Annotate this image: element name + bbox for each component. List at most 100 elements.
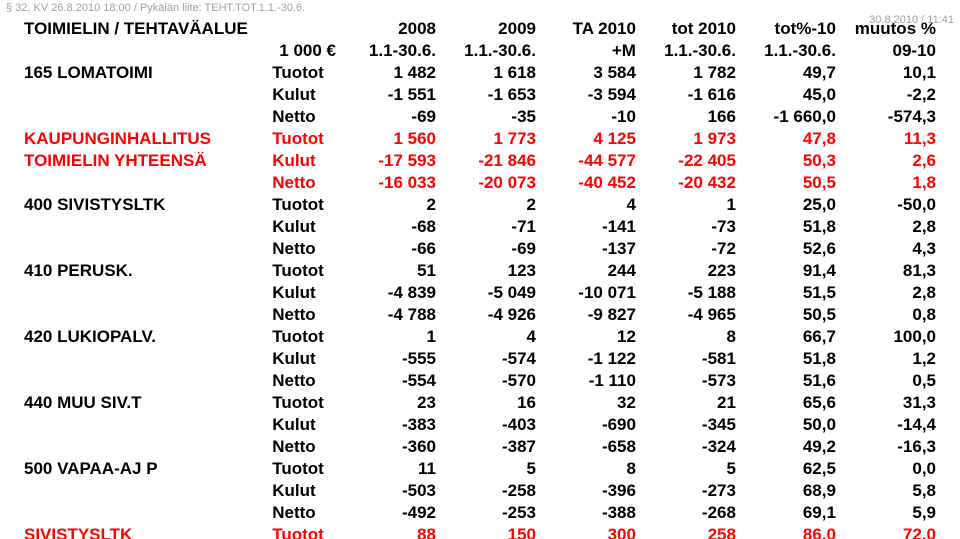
- hdr-title: TOIMIELIN / TEHTAVÄALUE: [18, 18, 266, 40]
- row-value: -69: [442, 238, 542, 260]
- table-row: TOIMIELIN YHTEENSÄKulut-17 593-21 846-44…: [18, 150, 942, 172]
- row-value: 1,2: [842, 348, 942, 370]
- row-value: 4 125: [542, 128, 642, 150]
- row-value: -68: [342, 216, 442, 238]
- row-value: -40 452: [542, 172, 642, 194]
- row-value: -396: [542, 480, 642, 502]
- table-row: Netto-69-35-10166-1 660,0-574,3: [18, 106, 942, 128]
- row-value: -21 846: [442, 150, 542, 172]
- row-value: 0,5: [842, 370, 942, 392]
- row-type: Kulut: [266, 480, 342, 502]
- hdr2-c3: 1.1.-30.6.: [442, 40, 542, 62]
- row-value: -17 593: [342, 150, 442, 172]
- row-value: 91,4: [742, 260, 842, 282]
- row-value: -573: [642, 370, 742, 392]
- row-value: -16 033: [342, 172, 442, 194]
- row-value: 51: [342, 260, 442, 282]
- row-value: 47,8: [742, 128, 842, 150]
- row-value: -1 616: [642, 84, 742, 106]
- row-label: [18, 414, 266, 436]
- row-value: 0,0: [842, 458, 942, 480]
- row-value: -387: [442, 436, 542, 458]
- row-value: -14,4: [842, 414, 942, 436]
- row-label: 165 LOMATOIMI: [18, 62, 266, 84]
- row-value: 1,8: [842, 172, 942, 194]
- row-value: 11: [342, 458, 442, 480]
- hdr-tot2010: tot 2010: [642, 18, 742, 40]
- row-type: Tuotot: [266, 62, 342, 84]
- row-label: [18, 216, 266, 238]
- row-value: -22 405: [642, 150, 742, 172]
- row-value: -3 594: [542, 84, 642, 106]
- row-value: -2,2: [842, 84, 942, 106]
- row-value: 45,0: [742, 84, 842, 106]
- row-type: Kulut: [266, 348, 342, 370]
- row-value: 68,9: [742, 480, 842, 502]
- table-row: Kulut-4 839-5 049-10 071-5 18851,52,8: [18, 282, 942, 304]
- table-row: Netto-16 033-20 073-40 452-20 43250,51,8: [18, 172, 942, 194]
- hdr-blank: [266, 18, 342, 40]
- row-value: 51,8: [742, 348, 842, 370]
- watermark-top-right: 30.8.2010 / 11:41: [869, 14, 954, 26]
- hdr2-c1: 1 000 €: [266, 40, 342, 62]
- row-value: -1 653: [442, 84, 542, 106]
- row-value: -324: [642, 436, 742, 458]
- row-value: 1 560: [342, 128, 442, 150]
- row-value: 32: [542, 392, 642, 414]
- row-value: -35: [442, 106, 542, 128]
- row-label: SIVISTYSLTK: [18, 524, 266, 539]
- table-body: 165 LOMATOIMITuotot1 4821 6183 5841 7824…: [18, 62, 942, 539]
- row-value: 81,3: [842, 260, 942, 282]
- row-value: -253: [442, 502, 542, 524]
- row-type: Kulut: [266, 216, 342, 238]
- row-value: 1: [342, 326, 442, 348]
- row-value: 0,8: [842, 304, 942, 326]
- row-value: 51,6: [742, 370, 842, 392]
- row-value: -137: [542, 238, 642, 260]
- row-type: Tuotot: [266, 128, 342, 150]
- row-value: 2,8: [842, 282, 942, 304]
- row-value: 2: [442, 194, 542, 216]
- row-value: -71: [442, 216, 542, 238]
- row-value: -4 926: [442, 304, 542, 326]
- row-value: 2,8: [842, 216, 942, 238]
- row-value: 66,7: [742, 326, 842, 348]
- row-value: 2,6: [842, 150, 942, 172]
- row-value: 2: [342, 194, 442, 216]
- row-value: -574,3: [842, 106, 942, 128]
- row-value: -72: [642, 238, 742, 260]
- row-value: -141: [542, 216, 642, 238]
- row-value: -554: [342, 370, 442, 392]
- row-value: 166: [642, 106, 742, 128]
- row-value: -44 577: [542, 150, 642, 172]
- hdr2-c4: +M: [542, 40, 642, 62]
- row-value: -4 965: [642, 304, 742, 326]
- row-value: 223: [642, 260, 742, 282]
- row-value: 1: [642, 194, 742, 216]
- row-value: 50,0: [742, 414, 842, 436]
- row-value: 1 482: [342, 62, 442, 84]
- row-value: -66: [342, 238, 442, 260]
- table-row: Kulut-503-258-396-27368,95,8: [18, 480, 942, 502]
- row-value: -273: [642, 480, 742, 502]
- row-type: Tuotot: [266, 392, 342, 414]
- row-label: 500 VAPAA-AJ P: [18, 458, 266, 480]
- row-label: TOIMIELIN YHTEENSÄ: [18, 150, 266, 172]
- row-label: 440 MUU SIV.T: [18, 392, 266, 414]
- table-row: Netto-4 788-4 926-9 827-4 96550,50,8: [18, 304, 942, 326]
- row-type: Netto: [266, 502, 342, 524]
- row-value: 4: [542, 194, 642, 216]
- row-value: 10,1: [842, 62, 942, 84]
- row-value: 1 773: [442, 128, 542, 150]
- row-type: Netto: [266, 238, 342, 260]
- row-label: [18, 370, 266, 392]
- row-label: [18, 304, 266, 326]
- row-value: -360: [342, 436, 442, 458]
- row-value: 1 782: [642, 62, 742, 84]
- row-label: [18, 172, 266, 194]
- hdr-totpct: tot%-10: [742, 18, 842, 40]
- table-row: 420 LUKIOPALV.Tuotot1412866,7100,0: [18, 326, 942, 348]
- row-type: Tuotot: [266, 194, 342, 216]
- table-row: Netto-360-387-658-32449,2-16,3: [18, 436, 942, 458]
- hdr-ta2010: TA 2010: [542, 18, 642, 40]
